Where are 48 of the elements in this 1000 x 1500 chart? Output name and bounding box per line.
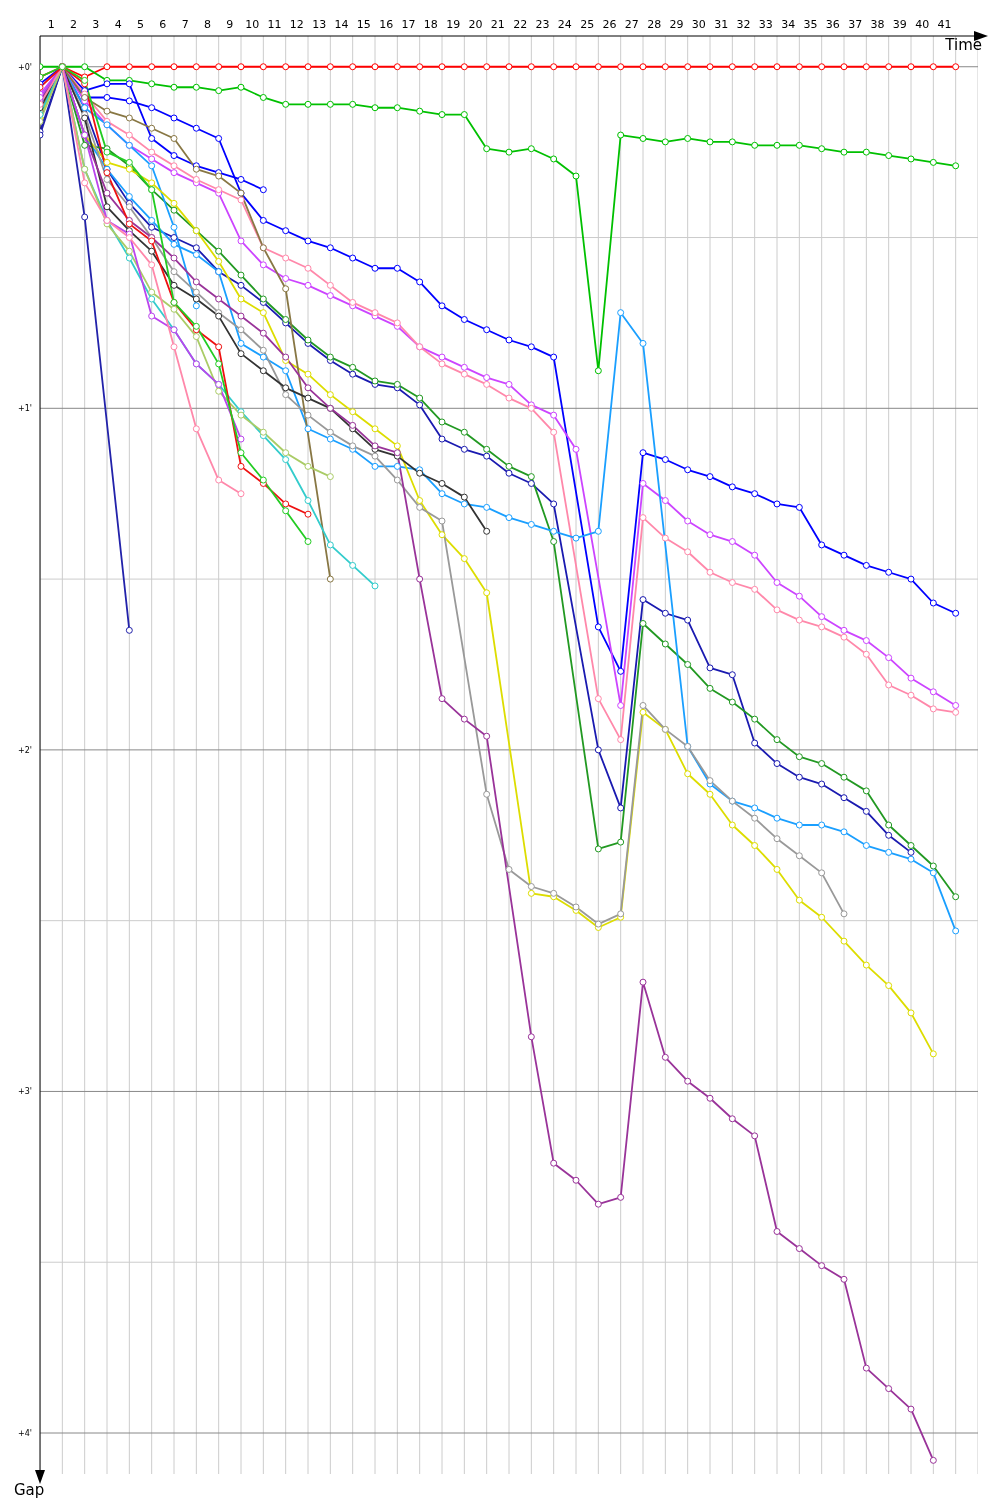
- x-tick-label: 14: [334, 18, 349, 31]
- x-tick-label: 22: [513, 18, 528, 31]
- x-tick-label: 13: [312, 18, 327, 31]
- x-tick-label: 25: [580, 18, 595, 31]
- x-tick-label: 8: [204, 18, 211, 31]
- x-tick-label: 24: [557, 18, 572, 31]
- x-tick-label: 10: [245, 18, 260, 31]
- x-tick-label: 28: [647, 18, 662, 31]
- x-tick-label: 20: [468, 18, 483, 31]
- x-tick-label: 26: [602, 18, 617, 31]
- x-tick-label: 17: [401, 18, 416, 31]
- x-tick-label: 12: [289, 18, 304, 31]
- x-tick-label: 32: [736, 18, 751, 31]
- x-tick-label: 5: [137, 18, 144, 31]
- x-tick-label: 18: [423, 18, 438, 31]
- x-tick-label: 31: [714, 18, 729, 31]
- x-tick-label: 36: [825, 18, 840, 31]
- x-tick-label: 41: [937, 18, 952, 31]
- x-tick-label: 9: [226, 18, 234, 31]
- x-tick-label: 33: [758, 18, 773, 31]
- x-tick-label: 38: [870, 18, 885, 31]
- x-tick-label: 40: [915, 18, 930, 31]
- x-tick-label: 3: [92, 18, 100, 31]
- x-tick-label: 1: [47, 18, 55, 31]
- x-tick-label: 15: [356, 18, 371, 31]
- x-tick-label: 23: [535, 18, 550, 31]
- x-tick-label: 2: [70, 18, 77, 31]
- x-tick-label: 6: [159, 18, 167, 31]
- y-tick-label: +3': [18, 1087, 32, 1097]
- x-tick-label: 19: [446, 18, 461, 31]
- x-tick-label: 27: [624, 18, 639, 31]
- y-tick-label: +1': [18, 404, 32, 414]
- x-tick-label: 34: [781, 18, 796, 31]
- y-tick-label: +4': [18, 1428, 32, 1438]
- x-tick-label: 35: [803, 18, 818, 31]
- x-tick-label: 30: [691, 18, 706, 31]
- x-tick-label: 21: [490, 18, 505, 31]
- x-tick-label: 4: [114, 18, 122, 31]
- x-tick-label: 11: [267, 18, 282, 31]
- x-tick-label: 37: [848, 18, 863, 31]
- x-tick-label: 16: [379, 18, 394, 31]
- y-tick-label: +0': [18, 62, 32, 72]
- x-tick-label: 7: [181, 18, 189, 31]
- y-axis-title: Gap: [14, 1481, 45, 1499]
- x-axis-title: Time: [945, 36, 982, 54]
- x-tick-label: 29: [669, 18, 684, 31]
- x-tick-label: 39: [892, 18, 907, 31]
- y-tick-label: +2': [18, 745, 32, 755]
